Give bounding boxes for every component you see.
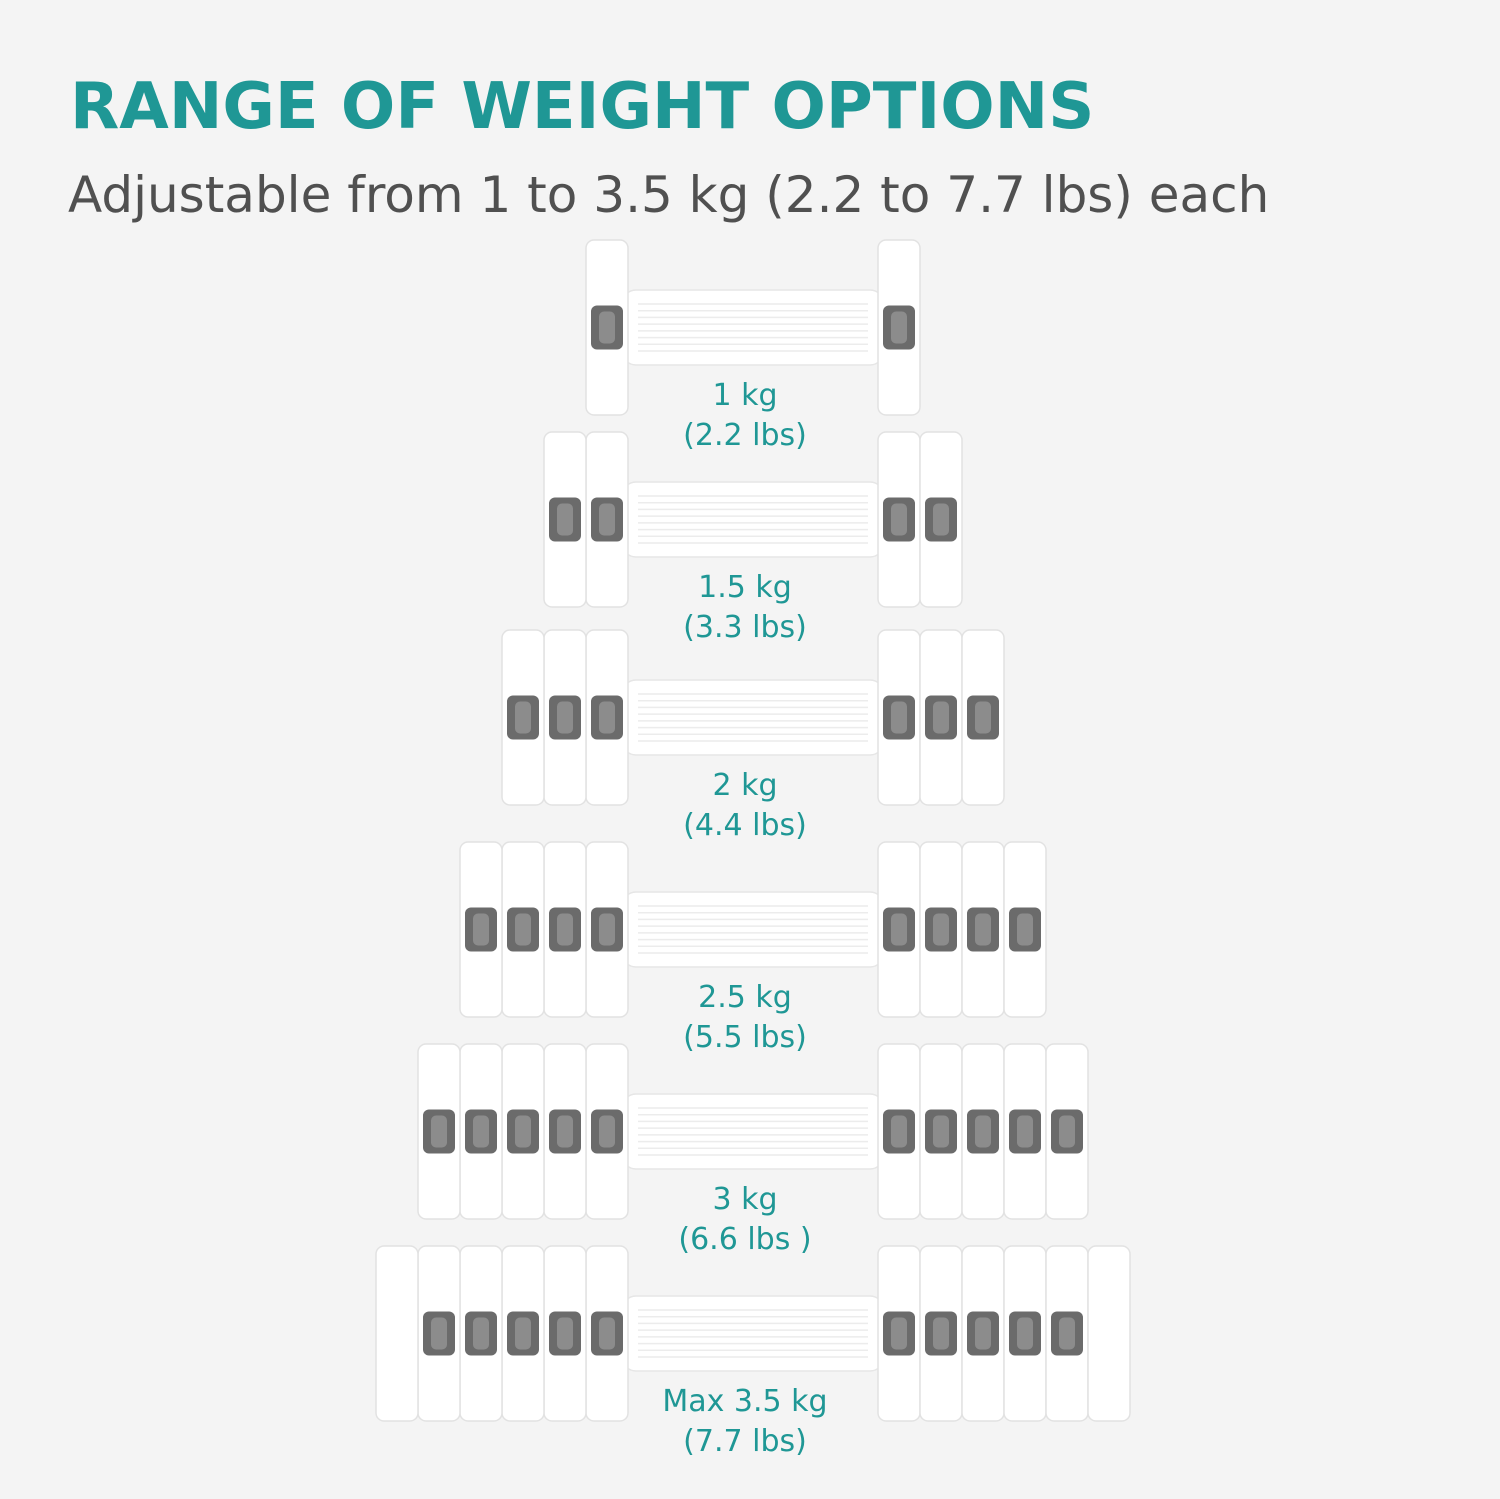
lock-tab-highlight xyxy=(975,913,991,946)
lock-tab-highlight xyxy=(599,1115,615,1148)
lock-tab-highlight xyxy=(891,1115,907,1148)
weight-label: Max 3.5 kg (7.7 lbs) xyxy=(595,1382,895,1462)
lock-tab-highlight xyxy=(599,913,615,946)
lock-tab-highlight xyxy=(431,1115,447,1148)
weight-kg-label: 2.5 kg xyxy=(698,980,792,1015)
lock-tab-highlight xyxy=(1017,1115,1033,1148)
weight-lbs-label: (2.2 lbs) xyxy=(683,418,807,453)
weight-kg-label: Max 3.5 kg xyxy=(662,1384,828,1419)
lock-tab-highlight xyxy=(557,913,573,946)
page-title: RANGE OF WEIGHT OPTIONS xyxy=(70,70,1095,144)
dumbbell-handle xyxy=(621,481,885,558)
dumbbell xyxy=(543,431,963,608)
weight-label: 2.5 kg (5.5 lbs) xyxy=(595,978,895,1058)
dumbbell xyxy=(375,1245,1131,1422)
lock-tab-highlight xyxy=(473,1317,489,1350)
lock-tab-highlight xyxy=(933,503,949,536)
lock-tab-highlight xyxy=(891,503,907,536)
lock-tab-highlight xyxy=(473,913,489,946)
dumbbell-handle xyxy=(621,1295,885,1372)
weight-label: 2 kg (4.4 lbs) xyxy=(595,766,895,846)
lock-tab-highlight xyxy=(515,913,531,946)
weight-lbs-label: (6.6 lbs ) xyxy=(678,1222,812,1257)
lock-tab-highlight xyxy=(515,701,531,734)
lock-tab-highlight xyxy=(515,1115,531,1148)
lock-tab-highlight xyxy=(557,1317,573,1350)
weight-label: 3 kg (6.6 lbs ) xyxy=(595,1180,895,1260)
lock-tab-highlight xyxy=(975,701,991,734)
lock-tab-highlight xyxy=(1059,1317,1075,1350)
lock-tab-highlight xyxy=(933,913,949,946)
lock-tab-highlight xyxy=(599,311,615,344)
lock-tab-highlight xyxy=(933,1317,949,1350)
lock-tab-highlight xyxy=(891,311,907,344)
weight-label: 1.5 kg (3.3 lbs) xyxy=(595,568,895,648)
dumbbell xyxy=(459,841,1047,1018)
lock-tab-highlight xyxy=(599,503,615,536)
right-weight-plate xyxy=(1087,1245,1131,1422)
dumbbell-handle xyxy=(621,289,885,366)
lock-tab-highlight xyxy=(599,701,615,734)
weight-lbs-label: (7.7 lbs) xyxy=(683,1424,807,1459)
dumbbell xyxy=(417,1043,1089,1220)
weight-lbs-label: (4.4 lbs) xyxy=(683,808,807,843)
lock-tab-highlight xyxy=(1017,1317,1033,1350)
lock-tab-highlight xyxy=(1059,1115,1075,1148)
lock-tab-highlight xyxy=(431,1317,447,1350)
weight-label: 1 kg (2.2 lbs) xyxy=(595,376,895,456)
lock-tab-highlight xyxy=(473,1115,489,1148)
dumbbell xyxy=(501,629,1005,806)
weight-lbs-label: (3.3 lbs) xyxy=(683,610,807,645)
lock-tab-highlight xyxy=(557,1115,573,1148)
lock-tab-highlight xyxy=(933,701,949,734)
lock-tab-highlight xyxy=(891,1317,907,1350)
lock-tab-highlight xyxy=(1017,913,1033,946)
dumbbell-handle xyxy=(621,891,885,968)
left-weight-plate xyxy=(375,1245,419,1422)
lock-tab-highlight xyxy=(975,1115,991,1148)
weight-kg-label: 1 kg xyxy=(712,378,778,413)
lock-tab-highlight xyxy=(891,913,907,946)
lock-tab-highlight xyxy=(975,1317,991,1350)
page-subtitle: Adjustable from 1 to 3.5 kg (2.2 to 7.7 … xyxy=(68,166,1270,224)
lock-tab-highlight xyxy=(933,1115,949,1148)
weight-kg-label: 2 kg xyxy=(712,768,778,803)
weight-kg-label: 3 kg xyxy=(712,1182,778,1217)
lock-tab-highlight xyxy=(515,1317,531,1350)
dumbbell-handle xyxy=(621,679,885,756)
dumbbell xyxy=(585,239,921,416)
lock-tab-highlight xyxy=(599,1317,615,1350)
weight-kg-label: 1.5 kg xyxy=(698,570,792,605)
lock-tab-highlight xyxy=(891,701,907,734)
lock-tab-highlight xyxy=(557,503,573,536)
lock-tab-highlight xyxy=(557,701,573,734)
weight-lbs-label: (5.5 lbs) xyxy=(683,1020,807,1055)
dumbbell-handle xyxy=(621,1093,885,1170)
